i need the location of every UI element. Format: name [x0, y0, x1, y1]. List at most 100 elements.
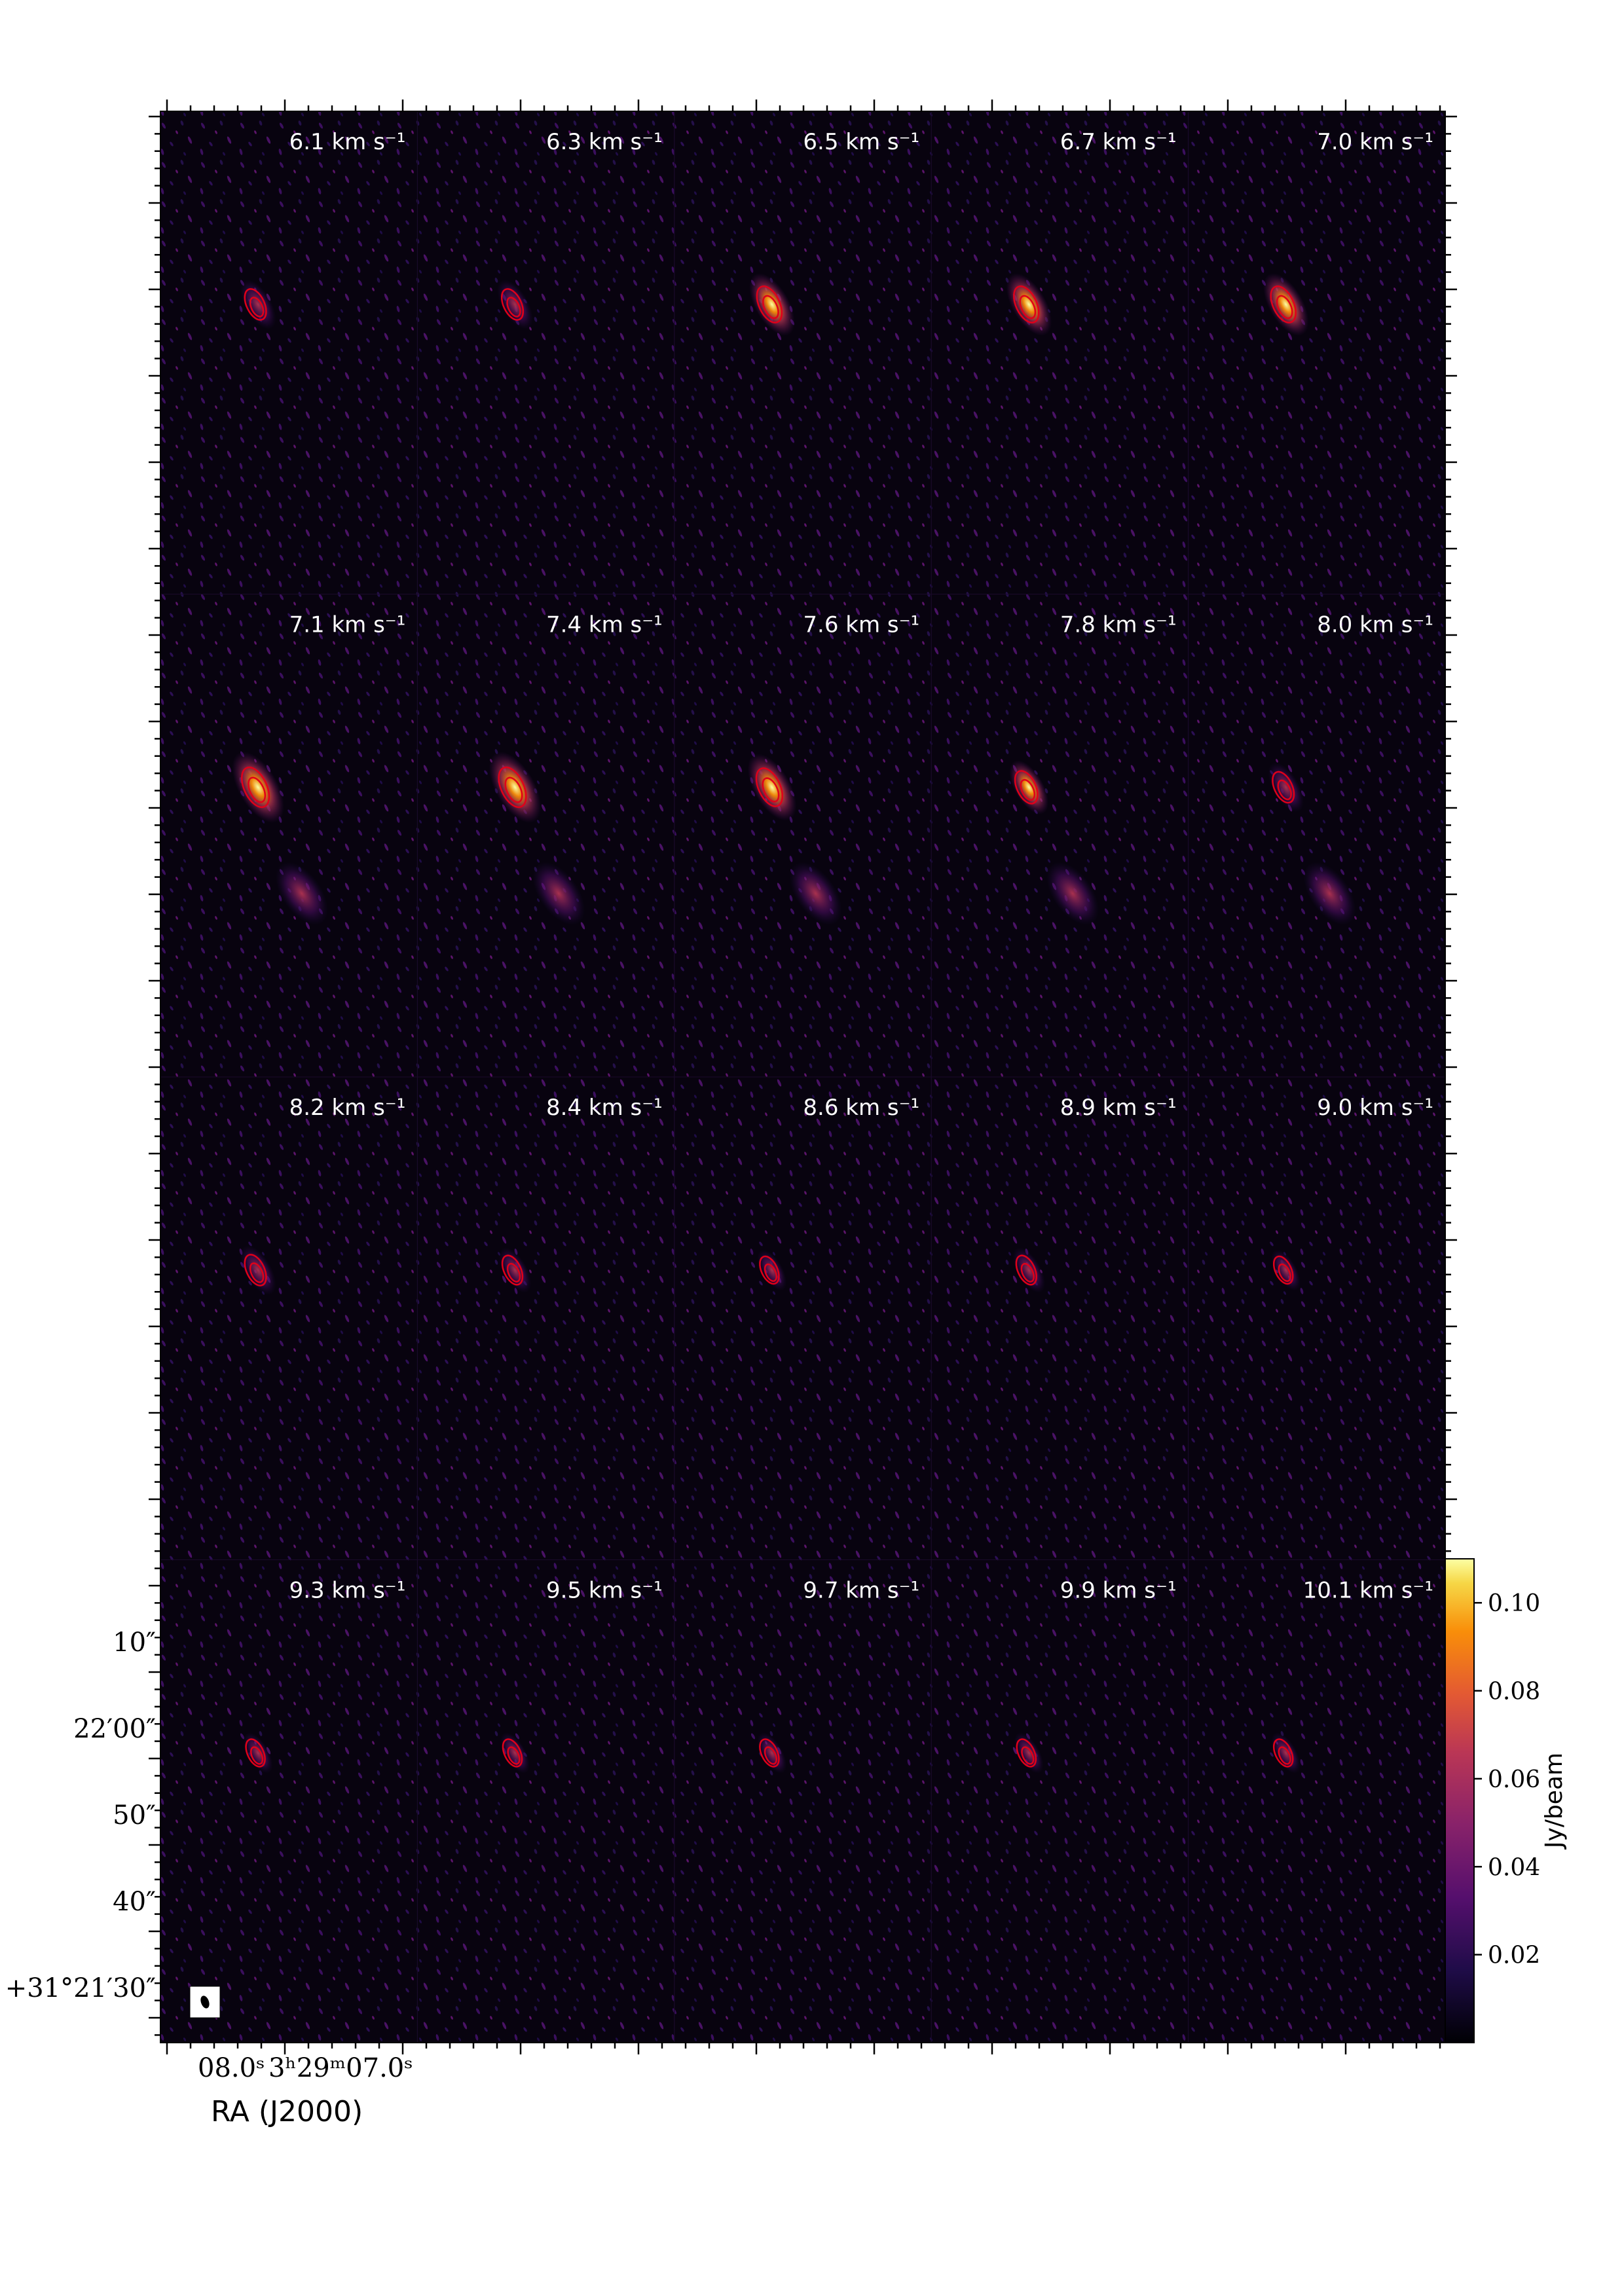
contour: [1014, 770, 1039, 805]
velocity-label: 8.4 km s⁻¹: [546, 1095, 663, 1121]
colorbar-tick-label: 0.04: [1488, 1854, 1540, 1881]
contour: [759, 1255, 780, 1285]
contour: [249, 297, 265, 318]
contour: [502, 1738, 523, 1768]
y-tick-label: 10″: [113, 1628, 156, 1658]
contour: [759, 1738, 780, 1768]
x-tick-label: 3ʰ29ᵐ07.0ˢ: [268, 2053, 413, 2083]
contour: [250, 1746, 264, 1765]
velocity-label: 8.2 km s⁻¹: [289, 1095, 406, 1121]
emission-peak: [1006, 273, 1052, 336]
channel-panel: 6.5 km s⁻¹: [674, 111, 932, 594]
velocity-label: 6.3 km s⁻¹: [546, 129, 663, 155]
velocity-label: 7.6 km s⁻¹: [803, 612, 919, 638]
contour: [1015, 1254, 1037, 1286]
velocity-label: 8.6 km s⁻¹: [803, 1095, 919, 1121]
channel-panel: 7.8 km s⁻¹: [931, 594, 1189, 1078]
emission-peak: [747, 754, 797, 821]
contour: [1270, 285, 1297, 323]
velocity-label: 9.9 km s⁻¹: [1060, 1578, 1177, 1604]
contour: [498, 766, 527, 809]
contour: [506, 1263, 521, 1283]
emission-peak: [240, 280, 276, 329]
extended-emission: [532, 862, 585, 925]
extended-emission: [1303, 862, 1356, 925]
contour: [1013, 285, 1040, 323]
contour: [764, 1263, 778, 1283]
velocity-label: 9.0 km s⁻¹: [1317, 1095, 1433, 1121]
contour: [249, 1262, 265, 1283]
contour: [248, 776, 267, 803]
velocity-label: 7.4 km s⁻¹: [546, 612, 663, 638]
channel-panel: 7.1 km s⁻¹: [160, 594, 418, 1078]
emission-peak: [1012, 1247, 1046, 1293]
channel-panel: 7.6 km s⁻¹: [674, 594, 932, 1078]
contour: [244, 288, 267, 321]
velocity-label: 9.7 km s⁻¹: [803, 1578, 919, 1604]
colorbar-tick-label: 0.10: [1488, 1590, 1540, 1617]
contour: [245, 1738, 266, 1768]
y-tick-labels: 10″ 22′00″ 50″ 40″ +31°21′30″: [5, 1628, 156, 2003]
contour: [241, 766, 270, 809]
velocity-label: 7.0 km s⁻¹: [1317, 129, 1433, 155]
extended-emission: [1046, 862, 1099, 925]
contour: [762, 777, 780, 803]
emission-peak: [500, 1732, 530, 1774]
colorbar-tick-label: 0.08: [1488, 1679, 1540, 1705]
emission-peak: [1271, 1732, 1301, 1774]
x-tick-label: 08.0ˢ: [198, 2053, 265, 2083]
contour: [762, 295, 779, 319]
contour: [504, 776, 523, 803]
emission-peak: [240, 1245, 276, 1295]
x-axis-label: RA (J2000): [211, 2095, 363, 2128]
contour: [1019, 295, 1037, 319]
channel-panel: 10.1 km s⁻¹: [1188, 1559, 1446, 2043]
contour: [244, 1254, 267, 1286]
colorbar: 0.02 0.04 0.06 0.08 0.10 Jy/beam: [1445, 1558, 1568, 2043]
contour: [1021, 1746, 1035, 1765]
contour: [1272, 1738, 1294, 1768]
contour: [1277, 779, 1292, 801]
velocity-label: 6.1 km s⁻¹: [289, 129, 406, 155]
velocity-label: 7.8 km s⁻¹: [1060, 612, 1177, 638]
emission-peak: [1268, 762, 1304, 812]
channel-panel: 8.9 km s⁻¹: [931, 1076, 1189, 1560]
extended-emission: [275, 862, 328, 925]
channel-panel: 7.0 km s⁻¹: [1188, 111, 1446, 594]
emission-peak: [749, 273, 795, 336]
emission-peak: [1271, 1249, 1301, 1291]
contour: [506, 297, 521, 318]
velocity-label: 9.5 km s⁻¹: [546, 1578, 663, 1604]
velocity-label: 10.1 km s⁻¹: [1303, 1578, 1433, 1604]
contour: [1276, 295, 1293, 319]
contour: [1272, 1255, 1294, 1285]
contour: [1016, 1738, 1037, 1768]
emission-peak: [757, 1732, 787, 1774]
emission-peak: [1263, 273, 1309, 336]
emission-peak: [243, 1732, 273, 1774]
velocity-label: 9.3 km s⁻¹: [289, 1578, 406, 1604]
x-axis: 08.0ˢ 3ʰ29ᵐ07.0ˢ RA (J2000): [198, 2053, 413, 2128]
contour: [755, 767, 784, 807]
contour: [1272, 771, 1295, 804]
colorbar-label: Jy/beam: [1541, 1753, 1568, 1850]
channel-panel: 9.5 km s⁻¹: [416, 1559, 675, 2043]
contour: [1020, 1263, 1035, 1283]
emission-peak: [1014, 1732, 1044, 1774]
emission-peak: [498, 1247, 532, 1293]
channel-panel: 8.0 km s⁻¹: [1188, 594, 1446, 1078]
y-tick-label: 50″: [113, 1800, 156, 1831]
emission-peak: [757, 1249, 787, 1291]
contour: [1278, 1263, 1291, 1283]
colorbar-gradient: [1445, 1558, 1475, 2043]
colorbar-tick-label: 0.02: [1488, 1942, 1540, 1969]
channel-panel: 6.7 km s⁻¹: [931, 111, 1189, 594]
channel-panel: 8.4 km s⁻¹: [416, 1076, 675, 1560]
beam-marker: [189, 1986, 221, 2018]
contour: [764, 1746, 778, 1765]
channel-panel: 9.7 km s⁻¹: [674, 1559, 932, 2043]
contour: [501, 1254, 524, 1286]
contour: [1020, 778, 1036, 801]
channel-map-grid: 6.1 km s⁻¹ 6.3 km s⁻¹ 6.5 km s⁻¹ 6.7 km s⁻¹…: [160, 111, 1446, 2043]
